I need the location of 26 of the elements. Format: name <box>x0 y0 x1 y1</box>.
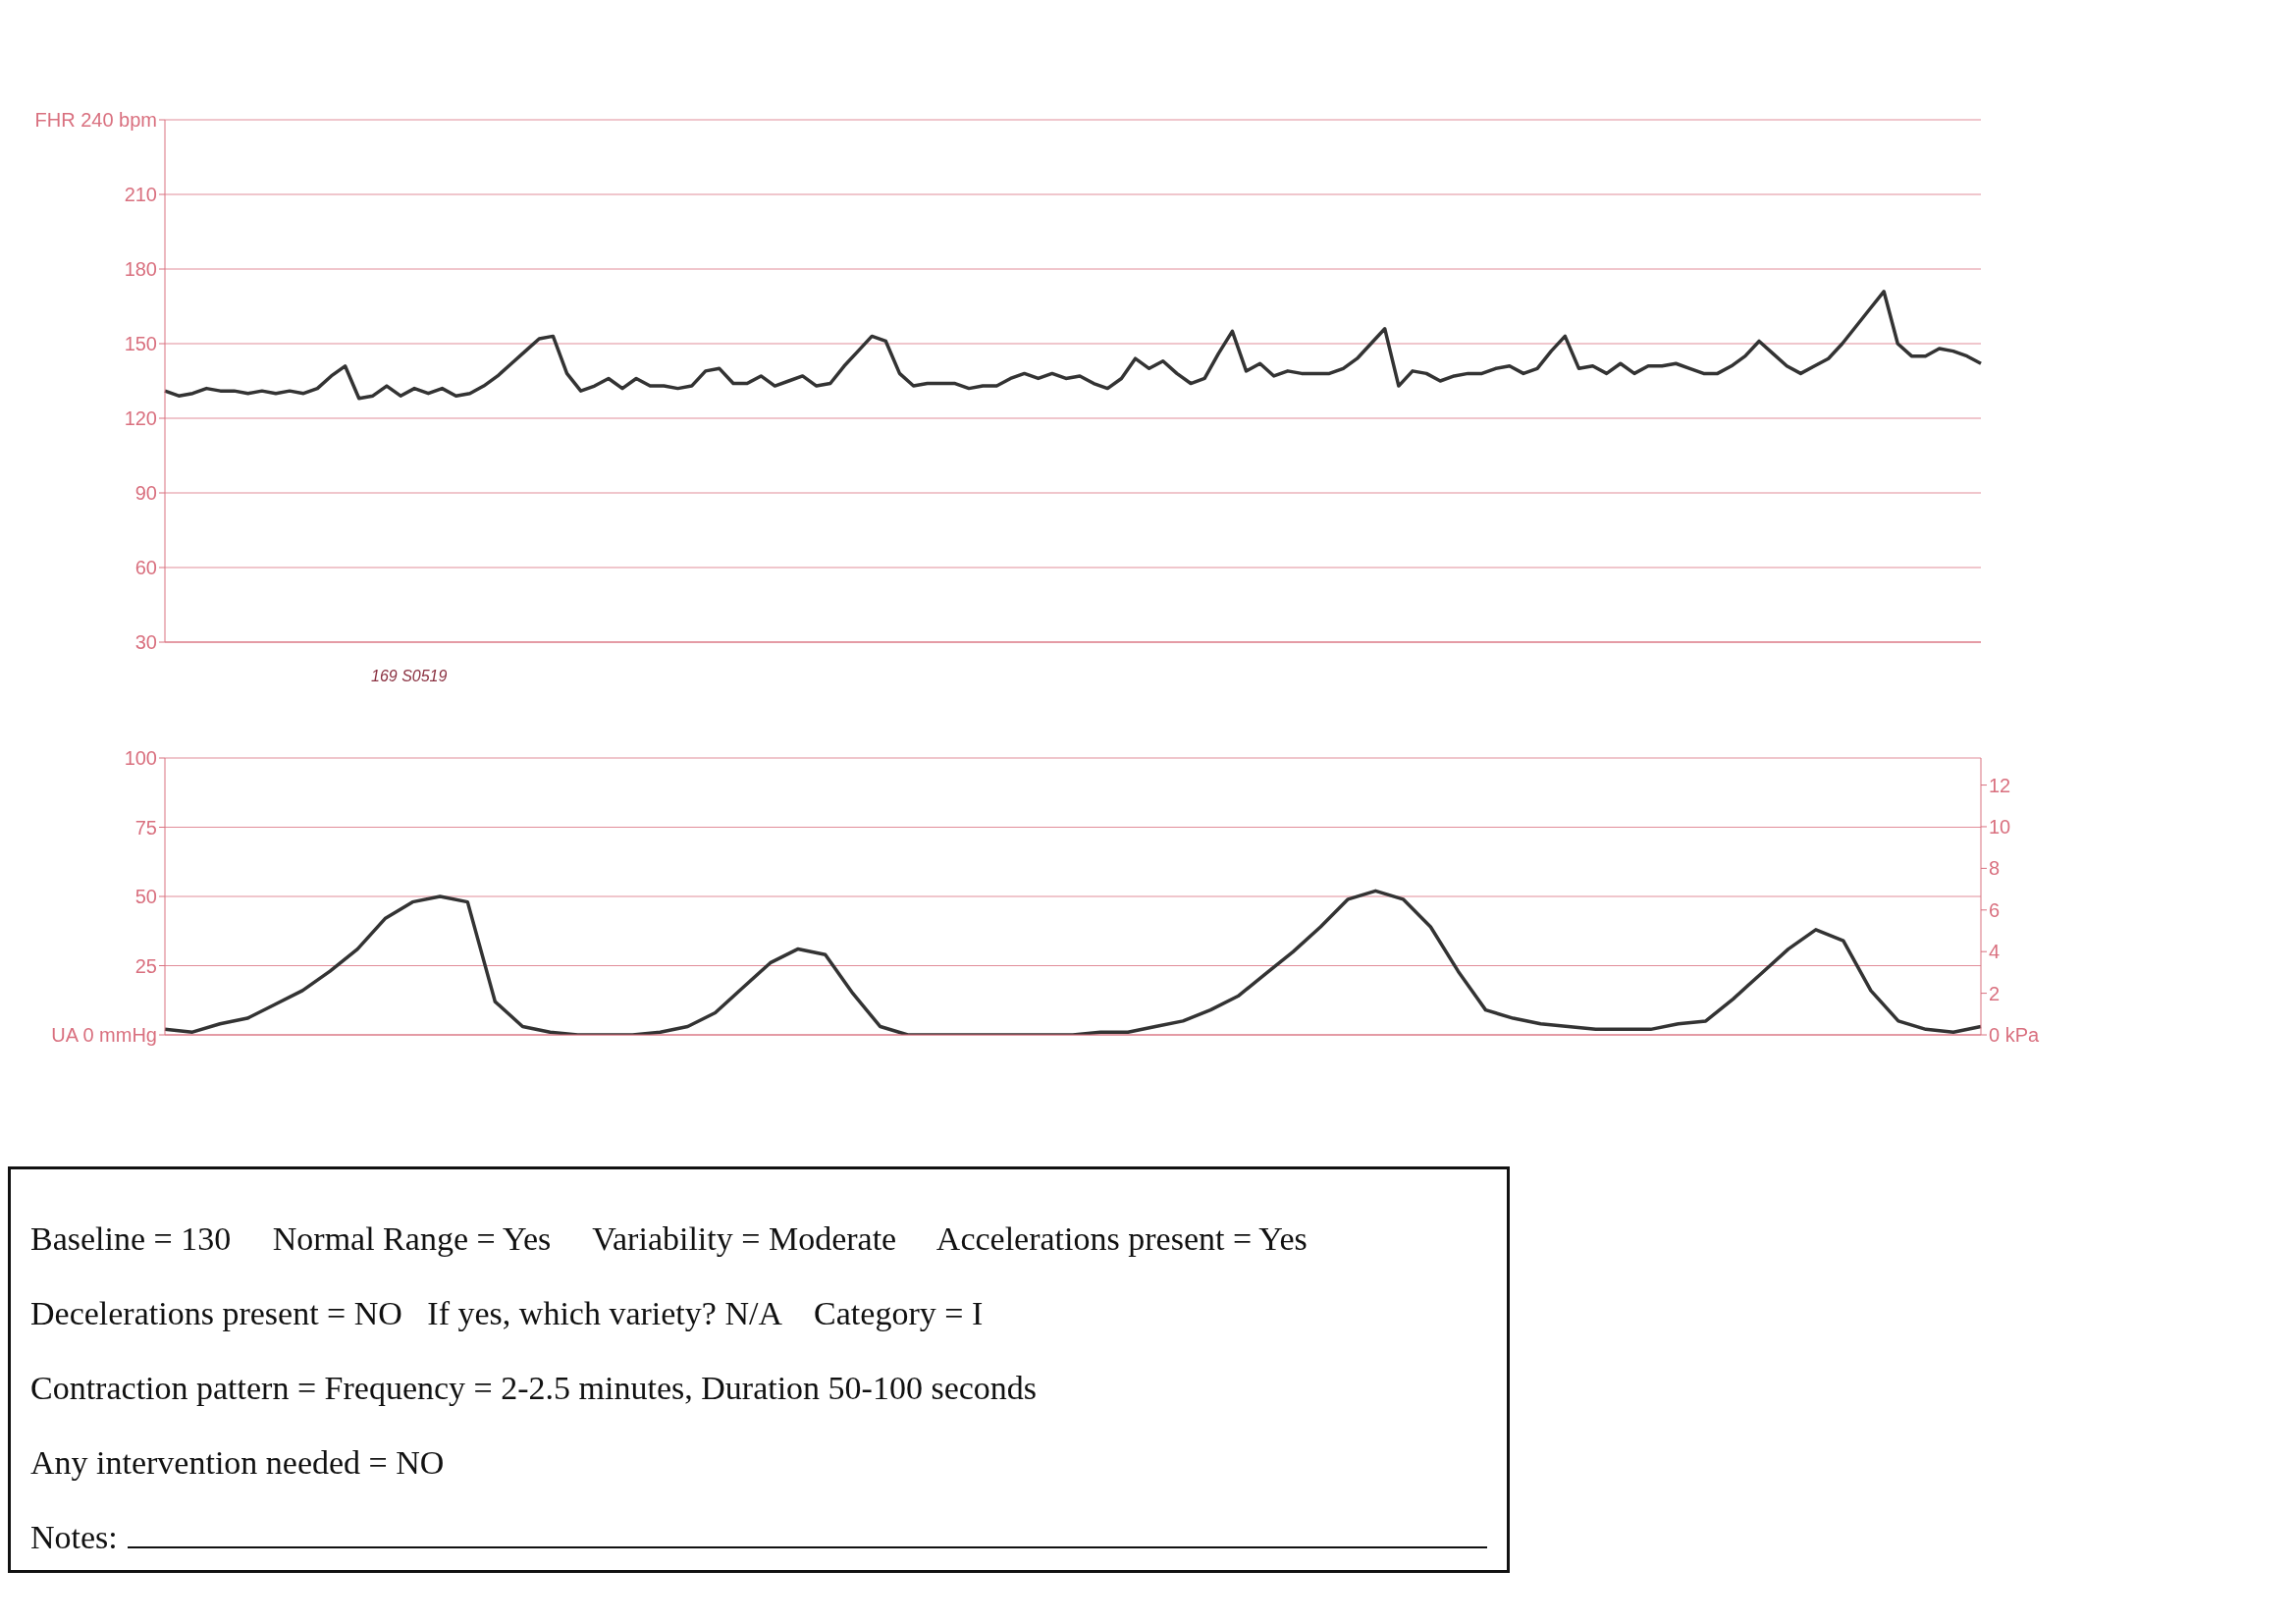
y-tick-label: 210 <box>124 184 157 206</box>
y2-tick-label: 4 <box>1989 941 2001 963</box>
text: Decelerations present = NO If yes, which variety? N/A Category = I <box>30 1295 984 1332</box>
y2-tick-label: 10 <box>1989 816 2011 839</box>
y-tick-label: 50 <box>134 886 157 908</box>
y2-tick-label: 2 <box>1989 982 2001 1004</box>
y-tick-label: 60 <box>134 557 157 579</box>
y-tick-label: 25 <box>134 954 157 977</box>
y-tick-label: 30 <box>134 631 157 654</box>
y-tick-label: UA 0 mmHg <box>51 1024 157 1047</box>
text: Notes: <box>30 1519 118 1556</box>
y2-tick-label: 6 <box>1989 898 2001 921</box>
y2-tick-label: 8 <box>1989 857 2001 880</box>
y-tick-label: FHR 240 bpm <box>34 109 157 132</box>
y2-tick-label: 12 <box>1989 774 2011 796</box>
y-tick-label: 150 <box>124 333 157 355</box>
text: Contraction pattern = Frequency = 2-2.5 minutes, Duration 50-100 seconds <box>30 1370 1038 1407</box>
y-tick-label: 75 <box>134 816 157 839</box>
y-tick-label: 180 <box>124 258 157 281</box>
text: 169 S0519 <box>371 668 449 685</box>
y2-tick-label: 0 kPa <box>1989 1024 2041 1047</box>
y-tick-label: 90 <box>134 482 157 505</box>
text: Baseline = 130 Normal Range = Yes Variability = Moderate Accelerations present = Yes <box>30 1220 1308 1258</box>
text: Any intervention needed = NO <box>30 1444 445 1482</box>
y-tick-label: 100 <box>124 747 157 770</box>
y-tick-label: 120 <box>124 407 157 430</box>
